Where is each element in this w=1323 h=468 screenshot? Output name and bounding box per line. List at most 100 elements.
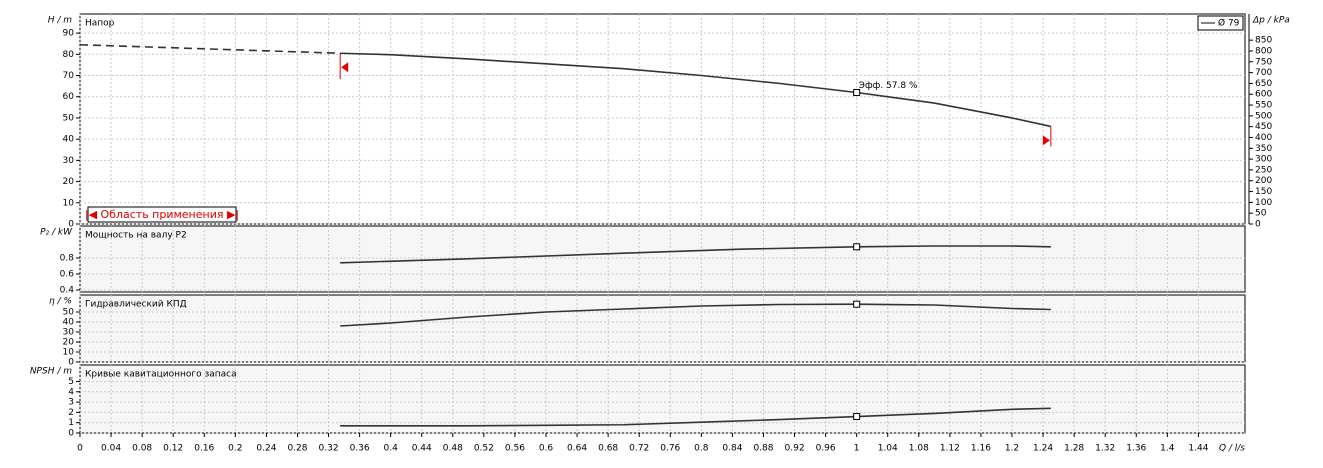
y-tick-label: 50 <box>63 113 75 123</box>
panel-title: Гидравлический КПД <box>85 300 187 310</box>
x-tick-label: 0 <box>77 444 83 454</box>
y-tick-label: 2 <box>68 408 74 418</box>
x-tick-label: 0.12 <box>163 444 183 454</box>
y-tick-label: 0.4 <box>60 286 75 296</box>
y-tick-label: 10 <box>63 348 75 358</box>
panel <box>79 225 1246 293</box>
x-tick-label: 0.88 <box>753 444 773 454</box>
x-tick-label: 0.24 <box>256 444 276 454</box>
x-tick-label: 0.36 <box>350 444 370 454</box>
x-tick-label: 0.44 <box>412 444 432 454</box>
x-tick-label: 0.04 <box>101 444 121 454</box>
x-tick-label: 0.96 <box>816 444 836 454</box>
range-button <box>87 206 237 223</box>
duty-point <box>853 243 861 251</box>
y-tick-label: 40 <box>63 135 75 145</box>
y-tick-label: 30 <box>63 328 75 338</box>
legend: Ø 79 <box>1197 15 1244 31</box>
y-axis-label: NPSH / m <box>30 367 72 377</box>
y2-tick-label: 300 <box>1255 155 1272 165</box>
y2-tick-label: 350 <box>1255 144 1272 154</box>
x-tick-label: 1.08 <box>909 444 929 454</box>
y-axis-label: P₂ / kW <box>40 228 73 238</box>
x-axis-label: Q / l/s <box>1219 444 1245 454</box>
duty-point <box>853 300 861 308</box>
y-tick-label: 50 <box>63 308 75 318</box>
x-tick-label: 0.84 <box>722 444 742 454</box>
y-tick-label: 10 <box>63 198 75 208</box>
y2-tick-label: 550 <box>1255 101 1272 111</box>
panel-title: Мощность на валу P2 <box>85 231 187 241</box>
y2-tick-label: 250 <box>1255 165 1272 175</box>
y2-tick-label: 200 <box>1255 176 1272 186</box>
y2-tick-label: 100 <box>1255 198 1272 208</box>
range-end-arrow <box>1042 135 1050 146</box>
x-tick-label: 0.76 <box>660 444 680 454</box>
y2-tick-label: 750 <box>1255 57 1272 67</box>
y2-tick-label: 0 <box>1255 220 1261 230</box>
duty-point <box>853 413 861 421</box>
x-tick-label: 1.44 <box>1188 444 1208 454</box>
panel <box>79 364 1246 434</box>
legend-box <box>1197 15 1244 31</box>
x-tick-label: 0.72 <box>629 444 649 454</box>
x-tick-label: 1.4 <box>1160 444 1175 454</box>
y2-tick-label: 50 <box>1255 209 1267 219</box>
y2-tick-label: 700 <box>1255 68 1272 78</box>
x-tick-label: 0.6 <box>539 444 554 454</box>
x-tick-label: 1.04 <box>878 444 898 454</box>
curve <box>340 303 1051 327</box>
y-axis-label: H / m <box>48 16 73 26</box>
curve <box>340 245 1051 264</box>
y-tick-label: 0 <box>68 358 74 368</box>
y-tick-label: 90 <box>63 29 75 39</box>
x-tick-label: 0.32 <box>319 444 339 454</box>
y-tick-label: 70 <box>63 71 75 81</box>
x-tick-label: 1.36 <box>1126 444 1146 454</box>
y-tick-label: 0.8 <box>60 254 75 264</box>
y-tick-label: 0 <box>68 429 74 439</box>
y2-tick-label: 150 <box>1255 187 1272 197</box>
y-tick-label: 3 <box>68 398 74 408</box>
y2-tick-label: 600 <box>1255 90 1272 100</box>
extrapolated-curve <box>79 43 341 55</box>
y-tick-label: 80 <box>63 50 75 60</box>
y2-tick-label: 650 <box>1255 79 1272 89</box>
x-tick-label: 0.4 <box>384 444 399 454</box>
y2-tick-label: 500 <box>1255 111 1272 121</box>
y-tick-label: 0.6 <box>60 270 75 280</box>
x-tick-label: 1.28 <box>1064 444 1084 454</box>
range-button-label: |◀ Область применения ▶| <box>85 208 239 221</box>
duty-point <box>853 88 861 96</box>
panel-title: Напор <box>85 19 115 29</box>
x-tick-label: 0.52 <box>474 444 494 454</box>
y2-tick-label: 450 <box>1255 122 1272 132</box>
x-tick-label: 1.16 <box>971 444 991 454</box>
panel <box>79 13 1246 225</box>
x-tick-label: 0.48 <box>443 444 463 454</box>
panel <box>79 294 1246 363</box>
y-tick-label: 1 <box>68 418 74 428</box>
curve <box>340 407 1051 427</box>
y-tick-label: 5 <box>68 377 74 387</box>
x-tick-label: 0.56 <box>505 444 525 454</box>
legend-label: Ø 79 <box>1218 18 1240 29</box>
y-tick-label: 0 <box>68 220 74 230</box>
x-tick-label: 0.64 <box>567 444 587 454</box>
x-tick-label: 0.68 <box>598 444 618 454</box>
range-start-arrow <box>341 62 349 73</box>
y2-axis-label: Δp / kPa <box>1252 16 1290 26</box>
x-tick-label: 1.24 <box>1033 444 1053 454</box>
x-tick-label: 1 <box>854 444 860 454</box>
annotation: Эфф. 57.8 % <box>859 81 918 91</box>
x-tick-label: 0.2 <box>228 444 242 454</box>
panel-title: Кривые кавитационного запаса <box>85 370 237 380</box>
x-tick-label: 0.16 <box>194 444 214 454</box>
x-tick-label: 0.8 <box>694 444 709 454</box>
y2-tick-label: 850 <box>1255 36 1272 46</box>
y-tick-label: 20 <box>63 177 75 187</box>
x-tick-label: 1.12 <box>940 444 960 454</box>
x-tick-label: 0.08 <box>132 444 152 454</box>
x-tick-label: 0.92 <box>785 444 805 454</box>
